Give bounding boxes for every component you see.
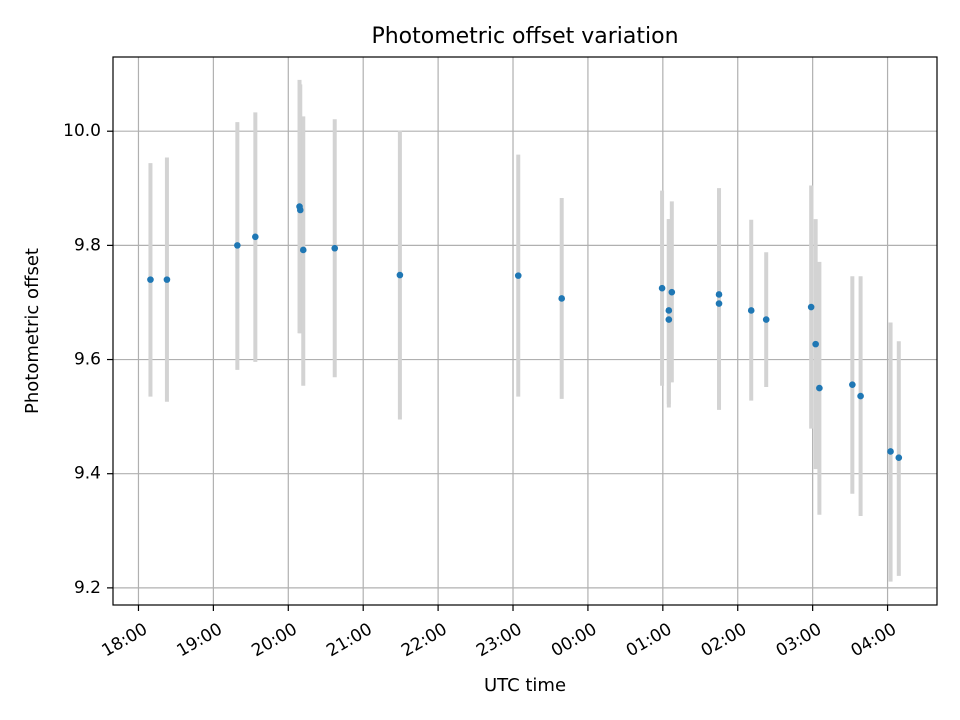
x-tick-label: 19:00 [173,619,225,661]
y-tick-label: 9.2 [74,578,101,598]
data-point [252,233,259,241]
y-tick-label: 10.0 [63,121,101,141]
data-point [665,316,673,323]
x-tick-label: 00:00 [548,619,600,661]
error-bar-layer [148,79,901,582]
plot-frame [112,56,938,606]
data-point [514,272,522,279]
data-point [331,244,339,252]
data-point [715,300,723,307]
data-point [234,242,241,249]
data-point [658,284,666,292]
data-point [147,276,154,283]
y-axis-label: Photometric offset [22,248,43,414]
data-point [857,392,864,400]
x-axis-label: UTC time [484,675,566,696]
tick-layer: 18:00 19:00 20:00 21:00 22:00 23:00 00:00 01:00… [63,121,900,661]
y-tick-label: 9.8 [74,235,101,255]
data-point [715,291,723,298]
data-point [887,448,894,455]
x-tick-label: 18:00 [99,619,151,661]
chart-title: Photometric offset variation [371,24,678,49]
data-point [558,295,566,302]
data-point [163,276,171,283]
data-point [299,246,307,254]
x-tick-label: 21:00 [323,619,375,661]
data-point [807,303,815,311]
data-point [668,288,676,296]
data-point [747,307,755,314]
y-tick-label: 9.6 [74,350,101,370]
data-point [849,381,856,388]
x-tick-label: 01:00 [623,619,675,661]
x-tick-label: 23:00 [473,619,525,661]
data-point [296,206,304,214]
data-point [816,384,823,392]
x-tick-label: 22:00 [398,619,450,661]
data-point [812,340,819,348]
data-point [665,307,673,314]
y-tick-label: 9.4 [74,464,101,484]
x-tick-label: 03:00 [773,619,825,661]
data-point [895,454,903,462]
x-tick-label: 20:00 [248,619,300,661]
x-tick-label: 04:00 [848,619,900,661]
data-point [396,271,404,279]
data-point [762,316,770,323]
data-point-layer [147,203,903,462]
grid-layer [113,57,937,605]
x-tick-label: 02:00 [698,619,750,661]
